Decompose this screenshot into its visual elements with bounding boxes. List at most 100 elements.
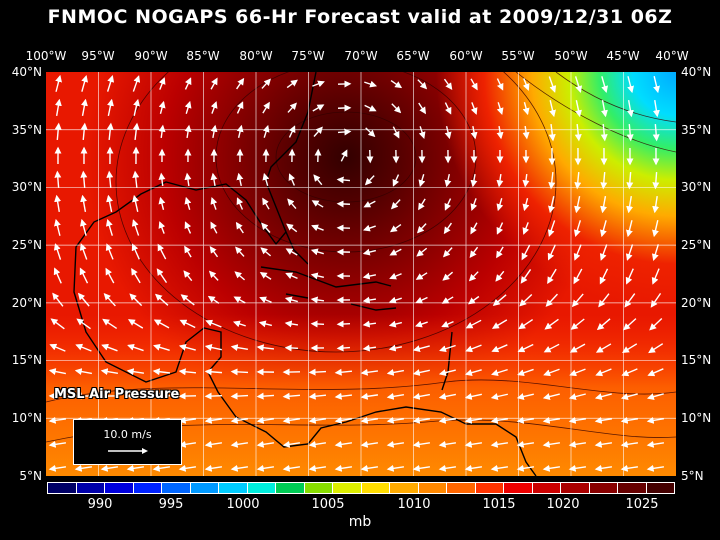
colorbar-swatch	[76, 483, 105, 493]
wind-vector	[522, 222, 530, 235]
wind-vector	[49, 343, 66, 352]
wind-vector	[496, 102, 504, 116]
wind-vector	[441, 296, 454, 304]
wind-vector	[105, 267, 115, 284]
colorbar-swatch	[504, 483, 533, 493]
wind-vector	[210, 77, 218, 90]
wind-vector	[547, 268, 557, 285]
wind-vector	[464, 416, 483, 424]
wind-vector	[132, 75, 141, 92]
wind-vector	[496, 78, 504, 91]
lat-label-right: 40°N	[681, 65, 712, 79]
wind-vector	[313, 126, 323, 137]
pressure-colorbar	[47, 482, 675, 494]
wind-vector	[496, 173, 504, 188]
wind-vector	[54, 218, 61, 236]
wind-vector	[262, 124, 270, 138]
wind-vector	[646, 393, 664, 401]
wind-vector	[74, 368, 92, 376]
wind-vector	[210, 172, 218, 187]
wind-vector	[621, 368, 638, 377]
colorbar-swatch	[219, 483, 248, 493]
wind-vector	[337, 128, 352, 136]
wind-vector	[444, 198, 452, 211]
wind-vector	[106, 194, 113, 212]
wind-vector	[106, 122, 114, 141]
lon-label: 70°W	[344, 49, 378, 63]
wind-vector	[418, 198, 426, 211]
wind-vector	[594, 416, 613, 424]
wind-vector	[389, 223, 402, 233]
lon-label: 65°W	[396, 49, 430, 63]
wind-vector	[601, 100, 608, 118]
wind-vector	[256, 344, 275, 352]
wind-vector	[548, 171, 556, 190]
wind-vector	[594, 464, 613, 472]
wind-vector	[205, 319, 222, 328]
wind-vector	[624, 293, 636, 308]
lat-label-right: 20°N	[681, 296, 712, 310]
wind-vector	[652, 99, 660, 118]
wind-vector	[284, 296, 298, 304]
wind-vector	[542, 440, 561, 448]
wind-vector	[444, 102, 452, 115]
wind-vector	[519, 293, 533, 307]
wind-vector	[310, 320, 325, 328]
wind-vector	[496, 198, 504, 212]
page-title: FNMOC NOGAPS 66-Hr Forecast valid at 200…	[47, 6, 673, 28]
wind-vector	[362, 248, 376, 256]
lon-label: 90°W	[134, 49, 168, 63]
wind-vector	[208, 270, 219, 281]
wind-vector	[204, 392, 223, 400]
wind-vector	[310, 296, 325, 304]
wind-vector	[464, 440, 483, 448]
colorbar-swatch	[105, 483, 134, 493]
wind-vector	[79, 243, 88, 260]
wind-vector	[625, 244, 634, 261]
wind-vector	[388, 344, 403, 352]
wind-vector	[626, 195, 634, 214]
colorbar-swatch	[618, 483, 647, 493]
wind-vector	[204, 368, 223, 376]
wind-vector	[412, 345, 430, 353]
wind-vector	[418, 174, 426, 188]
wind-vector	[81, 98, 88, 116]
wind-vector	[622, 343, 638, 353]
wind-vector	[235, 221, 244, 234]
wind-vector	[334, 464, 353, 472]
lon-label: 100°W	[25, 49, 67, 63]
wind-vector	[568, 440, 587, 448]
wind-vector	[230, 344, 249, 352]
wind-vector	[438, 393, 456, 400]
wind-vector	[464, 464, 483, 472]
wind-vector	[388, 296, 402, 304]
colorbar-swatch	[646, 483, 674, 493]
wind-vector	[204, 464, 223, 472]
wind-vector	[651, 268, 660, 285]
wind-vector	[184, 124, 192, 139]
wind-vector	[625, 268, 634, 285]
wind-vector	[623, 318, 637, 331]
lon-label: 50°W	[554, 49, 588, 63]
wind-vector	[311, 200, 324, 208]
wind-vector	[491, 344, 508, 353]
wind-vector	[364, 80, 378, 88]
wind-vector	[490, 416, 509, 424]
wind-vector	[236, 77, 245, 90]
wind-vector	[438, 440, 457, 448]
colorbar-tick: 1015	[482, 497, 516, 512]
wind-vector	[390, 199, 401, 210]
wind-vector	[442, 247, 453, 258]
wind-vector	[285, 272, 298, 280]
wind-vector	[310, 248, 324, 256]
wind-vector	[178, 368, 197, 376]
wind-vector	[649, 317, 663, 331]
wind-vector	[308, 368, 327, 376]
wind-vector	[465, 319, 482, 329]
colorbar-swatch	[304, 483, 333, 493]
wind-vector	[467, 295, 480, 305]
wind-vector	[443, 222, 453, 235]
lat-label-left: 20°N	[11, 296, 42, 310]
wind-vector	[282, 392, 301, 400]
wind-vector	[490, 440, 509, 448]
